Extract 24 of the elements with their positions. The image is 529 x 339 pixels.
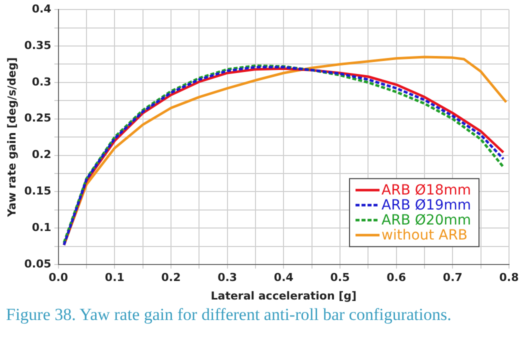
y-tick-label: 0.1 (32, 221, 52, 234)
y-tick-label: 0.05 (24, 257, 52, 270)
x-tick-label: 0.0 (48, 271, 68, 284)
x-tick-label: 0.2 (161, 271, 181, 284)
y-axis-title: Yaw rate gain [deg/s/deg] (5, 57, 18, 218)
x-tick-label: 0.4 (274, 271, 294, 284)
x-axis-title: Lateral acceleration [g] (210, 289, 357, 302)
x-tick-label: 0.3 (218, 271, 238, 284)
legend-label: ARB Ø18mm (382, 182, 471, 199)
y-tick-label: 0.3 (32, 75, 52, 88)
legend-label: without ARB (382, 228, 468, 244)
caption: Figure 38. Yaw rate gain for different anti-roll bar configurations. (6, 305, 452, 325)
x-tick-label: 0.8 (499, 271, 519, 284)
y-tick-label: 0.4 (32, 2, 52, 16)
x-tick-label: 0.5 (330, 271, 350, 284)
legend-label: ARB Ø19mm (382, 198, 471, 214)
y-tick-label: 0.2 (32, 148, 52, 162)
x-tick-label: 0.6 (386, 271, 406, 284)
y-tick-label: 0.15 (24, 184, 52, 198)
x-tick-label: 0.1 (104, 271, 124, 284)
x-tick-label: 0.7 (442, 271, 462, 284)
y-tick-label: 0.25 (24, 112, 52, 125)
legend-label: ARB Ø20mm (382, 212, 471, 229)
y-tick-label: 0.35 (24, 38, 52, 52)
